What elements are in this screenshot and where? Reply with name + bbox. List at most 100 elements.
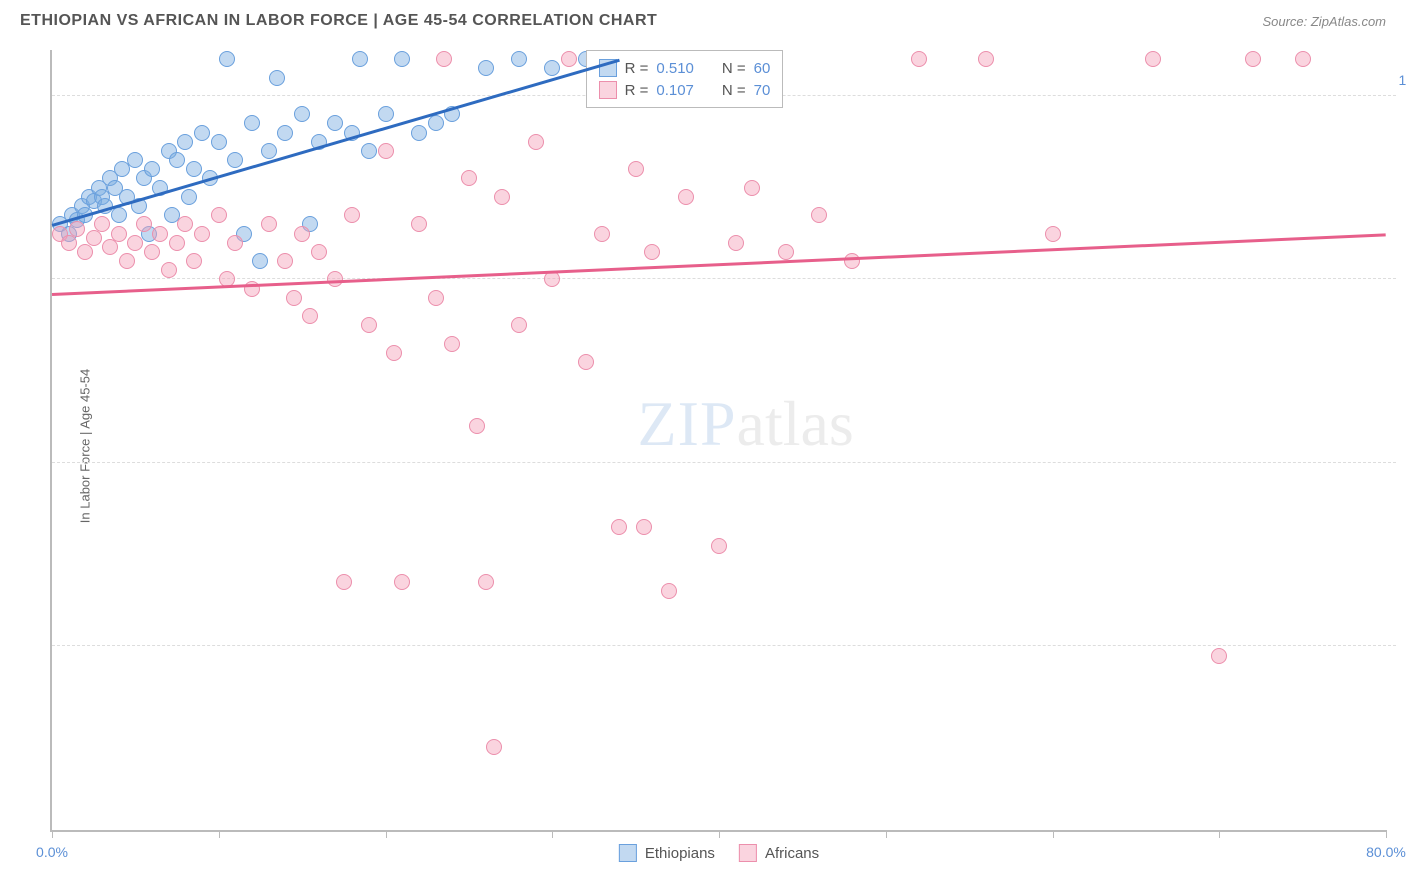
data-point [111,207,127,223]
data-point [144,244,160,260]
data-point [411,125,427,141]
data-point [636,519,652,535]
data-point [428,115,444,131]
data-point [386,345,402,361]
data-point [269,70,285,86]
chart-container: ZIPatlas 40.0%60.0%80.0%100.0%0.0%80.0%R… [50,50,1386,832]
data-point [261,143,277,159]
data-point [444,336,460,352]
data-point [561,51,577,67]
watermark-zip: ZIP [638,388,737,459]
data-point [378,143,394,159]
data-point [428,290,444,306]
data-point [94,216,110,232]
data-point [119,253,135,269]
data-point [486,739,502,755]
data-point [744,180,760,196]
data-point [1045,226,1061,242]
data-point [778,244,794,260]
data-point [144,161,160,177]
data-point [186,161,202,177]
data-point [169,152,185,168]
stat-n-value: 60 [754,60,771,77]
data-point [327,115,343,131]
chart-header: ETHIOPIAN VS AFRICAN IN LABOR FORCE | AG… [0,0,1406,30]
data-point [77,244,93,260]
data-point [302,308,318,324]
data-point [252,253,268,269]
bottom-legend: Ethiopians Africans [619,844,819,862]
stat-r-label: R = [625,60,649,77]
data-point [352,51,368,67]
bottom-legend-item: Africans [739,844,819,862]
data-point [244,115,260,131]
data-point [211,134,227,150]
stats-legend-row: R =0.107N =70 [599,79,771,101]
data-point [169,235,185,251]
data-point [494,189,510,205]
bottom-legend-item: Ethiopians [619,844,715,862]
gridline-h [52,278,1396,279]
data-point [127,235,143,251]
bottom-legend-label: Africans [765,845,819,862]
data-point [261,216,277,232]
data-point [411,216,427,232]
data-point [478,574,494,590]
data-point [728,235,744,251]
data-point [644,244,660,260]
data-point [661,583,677,599]
x-tick [386,830,387,838]
data-point [461,170,477,186]
data-point [811,207,827,223]
plot-area: ZIPatlas 40.0%60.0%80.0%100.0%0.0%80.0%R… [50,50,1386,832]
legend-swatch [739,844,757,862]
data-point [219,51,235,67]
data-point [528,134,544,150]
stat-r-value: 0.510 [656,60,694,77]
data-point [211,207,227,223]
data-point [578,354,594,370]
stat-n-label: N = [722,82,746,99]
data-point [361,143,377,159]
x-tick [1219,830,1220,838]
data-point [611,519,627,535]
x-tick [52,830,53,838]
data-point [544,271,560,287]
data-point [227,152,243,168]
legend-swatch [599,81,617,99]
x-tick [1053,830,1054,838]
data-point [294,106,310,122]
gridline-h [52,645,1396,646]
data-point [711,538,727,554]
data-point [511,317,527,333]
data-point [469,418,485,434]
data-point [177,134,193,150]
x-tick-label: 0.0% [36,844,68,860]
data-point [378,106,394,122]
data-point [478,60,494,76]
legend-swatch [619,844,637,862]
bottom-legend-label: Ethiopians [645,845,715,862]
data-point [911,51,927,67]
data-point [594,226,610,242]
data-point [628,161,644,177]
data-point [1295,51,1311,67]
x-tick [552,830,553,838]
data-point [61,235,77,251]
stat-r-label: R = [625,82,649,99]
data-point [394,574,410,590]
data-point [177,216,193,232]
data-point [136,216,152,232]
data-point [311,244,327,260]
data-point [277,125,293,141]
data-point [194,125,210,141]
data-point [69,221,85,237]
data-point [1211,648,1227,664]
data-point [294,226,310,242]
data-point [511,51,527,67]
data-point [1245,51,1261,67]
watermark: ZIPatlas [638,387,854,461]
gridline-h [52,462,1396,463]
data-point [544,60,560,76]
data-point [127,152,143,168]
